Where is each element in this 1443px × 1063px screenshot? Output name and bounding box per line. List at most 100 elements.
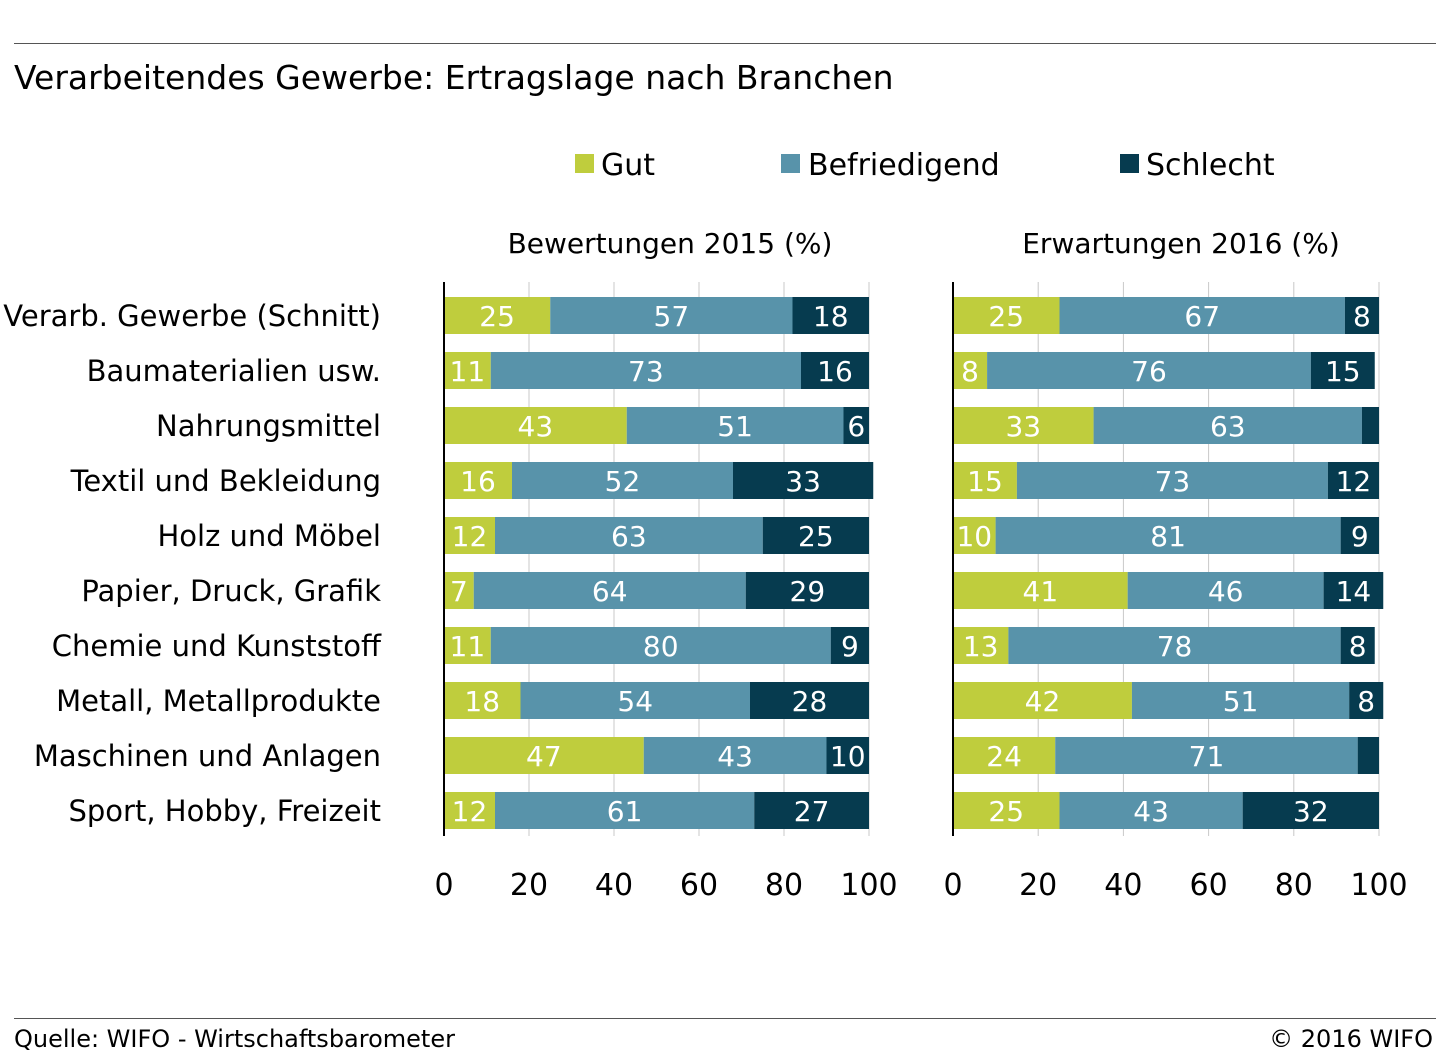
bar-segment bbox=[444, 407, 627, 444]
category-label: Chemie und Kunststoff bbox=[52, 629, 382, 663]
category-label: Sport, Hobby, Freizeit bbox=[68, 794, 381, 828]
bar-segment bbox=[1131, 682, 1350, 719]
bar-segment bbox=[762, 517, 869, 554]
panel-title: Bewertungen 2015 (%) bbox=[508, 227, 833, 260]
data-label: 51 bbox=[1223, 685, 1259, 718]
data-label: 43 bbox=[1133, 795, 1169, 828]
bar-segment bbox=[550, 297, 793, 334]
data-label: 8 bbox=[1357, 685, 1375, 718]
category-label: Metall, Metallprodukte bbox=[56, 684, 381, 718]
legend-swatch bbox=[781, 154, 800, 173]
data-label: 61 bbox=[607, 795, 643, 828]
bar-segment bbox=[1323, 572, 1384, 609]
data-label: 10 bbox=[830, 740, 866, 773]
tick-label: 40 bbox=[595, 868, 633, 903]
legend-swatch bbox=[575, 154, 594, 173]
tick-label: 40 bbox=[1104, 868, 1142, 903]
bar-segment bbox=[444, 517, 495, 554]
bar-segment bbox=[520, 682, 750, 719]
tick-label: 100 bbox=[840, 868, 897, 903]
data-label: 12 bbox=[452, 795, 488, 828]
data-label: 15 bbox=[1325, 355, 1361, 388]
data-label: 42 bbox=[1025, 685, 1061, 718]
bar-segment bbox=[987, 352, 1311, 389]
data-label: 16 bbox=[460, 465, 496, 498]
data-label: 25 bbox=[988, 300, 1024, 333]
tick-label: 80 bbox=[765, 868, 803, 903]
bottom-rule bbox=[14, 1018, 1436, 1019]
data-label: 10 bbox=[956, 520, 992, 553]
bar-segment bbox=[490, 352, 801, 389]
tick-label: 60 bbox=[1190, 868, 1228, 903]
tick-label: 20 bbox=[1019, 868, 1057, 903]
bar-segment bbox=[1059, 297, 1345, 334]
data-label: 43 bbox=[518, 410, 554, 443]
data-label: 64 bbox=[592, 575, 628, 608]
bar-segment bbox=[953, 792, 1060, 829]
bar-segment bbox=[495, 792, 755, 829]
bar-segment bbox=[953, 737, 1056, 774]
data-label: 7 bbox=[450, 575, 468, 608]
data-label: 12 bbox=[452, 520, 488, 553]
data-label: 41 bbox=[1023, 575, 1059, 608]
data-label: 25 bbox=[988, 795, 1024, 828]
legend-label: Schlecht bbox=[1146, 148, 1275, 183]
category-label: Holz und Möbel bbox=[157, 519, 381, 553]
bar-segment bbox=[953, 462, 1017, 499]
data-label: 8 bbox=[961, 355, 979, 388]
data-label: 57 bbox=[654, 300, 690, 333]
bar-segment bbox=[1340, 627, 1375, 664]
bar-segment bbox=[495, 517, 763, 554]
bar-segment bbox=[953, 297, 1060, 334]
tick-label: 100 bbox=[1350, 868, 1407, 903]
data-label: 43 bbox=[717, 740, 753, 773]
data-label: 76 bbox=[1131, 355, 1167, 388]
data-label: 12 bbox=[1336, 465, 1372, 498]
bar-segment bbox=[473, 572, 746, 609]
bar-segment bbox=[953, 572, 1128, 609]
data-label: 73 bbox=[1155, 465, 1191, 498]
bar-segment bbox=[444, 737, 644, 774]
data-label: 6 bbox=[847, 410, 865, 443]
bar-segment bbox=[953, 682, 1132, 719]
bar-segment bbox=[626, 407, 844, 444]
category-label: Verarb. Gewerbe (Schnitt) bbox=[3, 299, 381, 333]
bar-segment bbox=[953, 517, 996, 554]
data-label: 54 bbox=[617, 685, 653, 718]
bar-segment bbox=[444, 682, 521, 719]
data-label: 28 bbox=[792, 685, 828, 718]
source-note: Quelle: WIFO - Wirtschaftsbarometer bbox=[14, 1025, 455, 1053]
bar-segment bbox=[1340, 517, 1379, 554]
category-label: Baumaterialien usw. bbox=[87, 354, 381, 388]
category-label: Nahrungsmittel bbox=[156, 409, 381, 443]
data-label: 32 bbox=[1293, 795, 1329, 828]
bar-segment bbox=[512, 462, 733, 499]
bar-segment bbox=[801, 352, 869, 389]
data-label: 11 bbox=[450, 630, 486, 663]
bar-segment bbox=[953, 407, 1094, 444]
chart: Gut Befriedigend Schlecht Verarb. Gewerbe (… bbox=[3, 148, 1407, 903]
legend-label: Gut bbox=[601, 148, 655, 183]
bar-segment bbox=[1093, 407, 1362, 444]
data-label: 51 bbox=[717, 410, 753, 443]
data-label: 29 bbox=[790, 575, 826, 608]
bar-segment bbox=[1310, 352, 1375, 389]
data-label: 9 bbox=[1351, 520, 1369, 553]
tick-label: 20 bbox=[510, 868, 548, 903]
data-label: 46 bbox=[1208, 575, 1244, 608]
data-label: 63 bbox=[611, 520, 647, 553]
data-label: 33 bbox=[1005, 410, 1041, 443]
tick-label: 0 bbox=[434, 868, 453, 903]
copyright-note: © 2016 WIFO bbox=[1269, 1025, 1433, 1053]
data-label: 78 bbox=[1157, 630, 1193, 663]
data-label: 18 bbox=[813, 300, 849, 333]
bar-segment bbox=[444, 462, 512, 499]
category-label: Textil und Bekleidung bbox=[70, 464, 381, 498]
data-label: 71 bbox=[1189, 740, 1225, 773]
data-label: 14 bbox=[1336, 575, 1372, 608]
bar-segment bbox=[1327, 462, 1379, 499]
tick-label: 60 bbox=[680, 868, 718, 903]
bar-segment bbox=[1349, 682, 1384, 719]
data-label: 52 bbox=[605, 465, 641, 498]
legend-swatch bbox=[1120, 154, 1139, 173]
